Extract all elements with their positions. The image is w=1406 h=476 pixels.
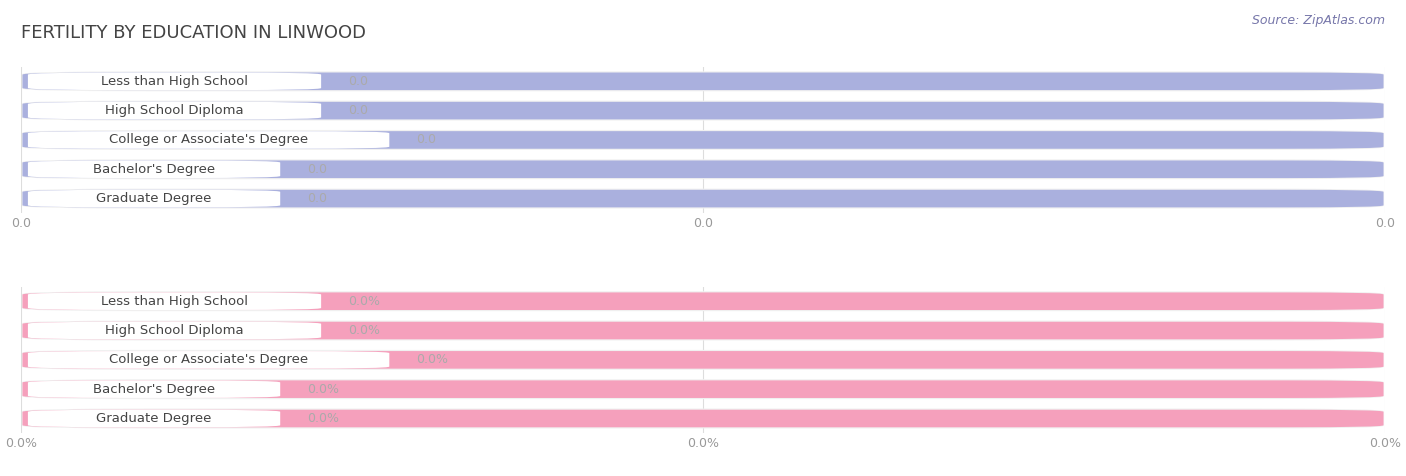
FancyBboxPatch shape xyxy=(22,100,1384,120)
FancyBboxPatch shape xyxy=(28,351,389,368)
FancyBboxPatch shape xyxy=(22,131,1384,149)
FancyBboxPatch shape xyxy=(22,190,1384,208)
FancyBboxPatch shape xyxy=(22,188,1384,208)
Text: Graduate Degree: Graduate Degree xyxy=(97,412,212,425)
Text: Bachelor's Degree: Bachelor's Degree xyxy=(93,383,215,396)
FancyBboxPatch shape xyxy=(22,380,1384,398)
FancyBboxPatch shape xyxy=(22,410,1384,427)
Text: 0.0%: 0.0% xyxy=(416,353,449,367)
FancyBboxPatch shape xyxy=(28,410,280,427)
Text: Bachelor's Degree: Bachelor's Degree xyxy=(93,163,215,176)
FancyBboxPatch shape xyxy=(22,379,1384,399)
Text: High School Diploma: High School Diploma xyxy=(105,104,243,117)
FancyBboxPatch shape xyxy=(22,71,1384,91)
Text: High School Diploma: High School Diploma xyxy=(105,324,243,337)
FancyBboxPatch shape xyxy=(22,102,1384,119)
Text: 0.0%: 0.0% xyxy=(308,383,339,396)
Text: 0.0: 0.0 xyxy=(349,75,368,88)
FancyBboxPatch shape xyxy=(22,350,1384,370)
FancyBboxPatch shape xyxy=(22,351,1384,368)
FancyBboxPatch shape xyxy=(22,320,1384,340)
FancyBboxPatch shape xyxy=(28,102,321,119)
FancyBboxPatch shape xyxy=(22,130,1384,150)
Text: FERTILITY BY EDUCATION IN LINWOOD: FERTILITY BY EDUCATION IN LINWOOD xyxy=(21,24,366,42)
FancyBboxPatch shape xyxy=(28,190,280,208)
Text: 0.0%: 0.0% xyxy=(349,324,381,337)
Text: Graduate Degree: Graduate Degree xyxy=(97,192,212,205)
FancyBboxPatch shape xyxy=(28,292,321,310)
Text: 0.0: 0.0 xyxy=(308,163,328,176)
Text: 0.0: 0.0 xyxy=(349,104,368,117)
FancyBboxPatch shape xyxy=(22,292,1384,310)
FancyBboxPatch shape xyxy=(22,408,1384,428)
Text: 0.0%: 0.0% xyxy=(349,295,381,307)
Text: Less than High School: Less than High School xyxy=(101,75,247,88)
FancyBboxPatch shape xyxy=(22,291,1384,311)
FancyBboxPatch shape xyxy=(28,131,389,149)
Text: 0.0%: 0.0% xyxy=(308,412,339,425)
Text: 0.0: 0.0 xyxy=(308,192,328,205)
Text: College or Associate's Degree: College or Associate's Degree xyxy=(110,133,308,147)
FancyBboxPatch shape xyxy=(22,72,1384,90)
FancyBboxPatch shape xyxy=(28,380,280,398)
FancyBboxPatch shape xyxy=(28,160,280,178)
Text: Less than High School: Less than High School xyxy=(101,295,247,307)
FancyBboxPatch shape xyxy=(22,322,1384,339)
Text: 0.0: 0.0 xyxy=(416,133,437,147)
FancyBboxPatch shape xyxy=(28,322,321,339)
FancyBboxPatch shape xyxy=(22,159,1384,179)
FancyBboxPatch shape xyxy=(22,160,1384,178)
FancyBboxPatch shape xyxy=(28,72,321,90)
Text: College or Associate's Degree: College or Associate's Degree xyxy=(110,353,308,367)
Text: Source: ZipAtlas.com: Source: ZipAtlas.com xyxy=(1251,14,1385,27)
